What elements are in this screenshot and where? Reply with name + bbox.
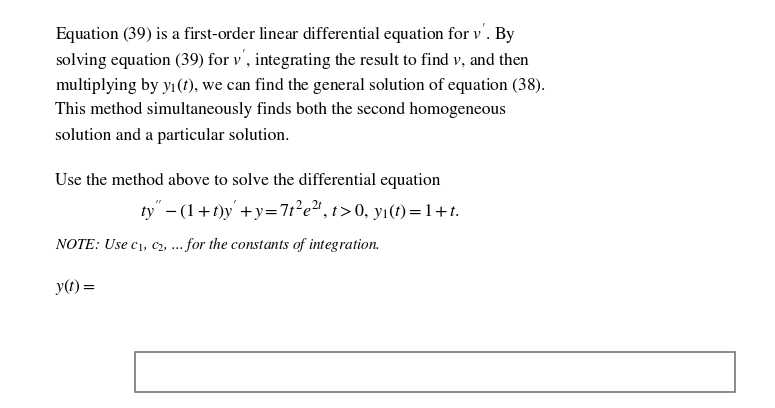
Text: $ty'' - (1+t)y' + y = 7t^2e^{2t},\, t > 0,\; y_1(t) = 1+t.$: $ty'' - (1+t)y' + y = 7t^2e^{2t},\, t > … — [140, 199, 460, 223]
Text: Use the method above to solve the differential equation: Use the method above to solve the differ… — [55, 173, 440, 188]
Text: Equation (39) is a first-order linear differential equation for $v'$. By: Equation (39) is a first-order linear di… — [55, 22, 516, 46]
Text: solving equation (39) for $v'$, integrating the result to find $v$, and then: solving equation (39) for $v'$, integrat… — [55, 49, 530, 73]
Text: $y(t) =$: $y(t) =$ — [55, 277, 95, 297]
Text: This method simultaneously finds both the second homogeneous: This method simultaneously finds both th… — [55, 102, 506, 118]
Text: solution and a particular solution.: solution and a particular solution. — [55, 128, 290, 144]
Text: multiplying by $y_1(t)$, we can find the general solution of equation (38).: multiplying by $y_1(t)$, we can find the… — [55, 75, 546, 96]
Text: NOTE: Use $c_1$, $c_2$, ... for the constants of integration.: NOTE: Use $c_1$, $c_2$, ... for the cons… — [55, 235, 380, 255]
